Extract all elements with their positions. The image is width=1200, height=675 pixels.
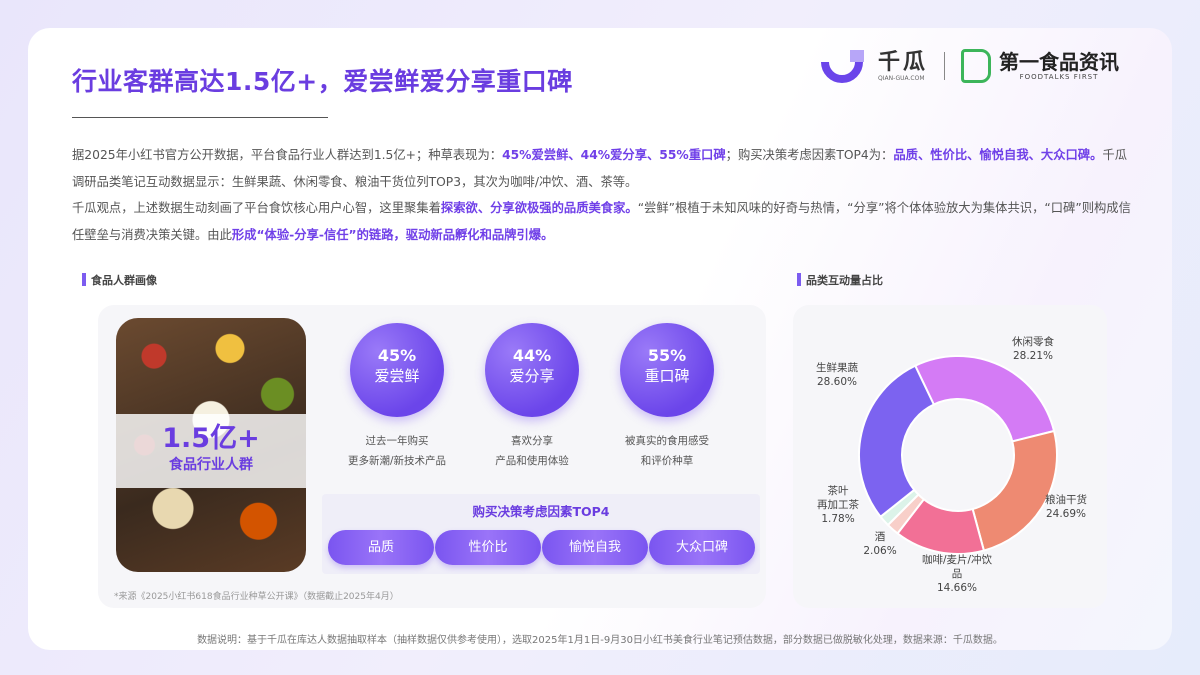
desc-line: 更多新潮/新技术产品 (347, 455, 447, 467)
desc-line: 过去一年购买 (365, 435, 429, 447)
slice-label: 酒 2.06% (840, 530, 920, 558)
slice-label-line: 28.21% (1012, 350, 1054, 362)
slice-label: 茶叶再加工茶 1.78% (798, 484, 878, 526)
donut-chart (858, 355, 1058, 555)
desc-line: 产品和使用体验 (495, 455, 569, 467)
slice-label-line: 茶叶 (827, 485, 849, 497)
highlight-text: 形成“体验-分享-信任”的链路，驱动新品孵化和品牌引爆。 (231, 227, 554, 242)
stat-description: 喜欢分享产品和使用体验 (457, 431, 607, 471)
highlight-text: 探索欲、分享欲极强的品质美食家。 (440, 201, 638, 215)
source-note: *来源《2025小红书618食品行业种草公开课》（数据截止2025年4月） (114, 592, 399, 602)
slice-label-line: 咖啡/麦片/冲饮品 (921, 554, 993, 580)
footer-note: 数据说明：基于千瓜在库达人数据抽取样本（抽样数据仅供参考使用），选取2025年1… (197, 635, 1003, 646)
photo-overlay: 1.5亿+ 食品行业人群 (116, 414, 306, 488)
slice-label-line: 粮油干货 (1045, 494, 1087, 506)
slice-label-line: 14.66% (936, 582, 978, 594)
donut-slice (913, 355, 1056, 443)
stat-pct: 55% (647, 346, 687, 365)
total-users-value: 1.5亿+ (162, 423, 260, 454)
page-title: 行业客群高达1.5亿+，爱尝鲜爱分享重口碑 (72, 67, 573, 96)
section-title-portrait: 食品人群画像 (82, 272, 157, 288)
foodtalks-logo-icon (961, 49, 992, 83)
total-users-label: 食品行业人群 (169, 457, 253, 473)
factor-pill-quality: 品质 (328, 530, 434, 565)
factor-pill-value: 性价比 (435, 530, 541, 565)
slice-label: 生鲜果蔬 28.60% (797, 361, 877, 389)
highlight-text: 45%爱尝鲜、44%爱分享、55%重口碑 (502, 148, 726, 162)
highlight-text: 品质、性价比、愉悦自我、大众口碑。 (893, 148, 1103, 162)
logo-divider (944, 52, 946, 80)
factor-pill-self: 愉悦自我 (542, 530, 648, 565)
slice-label-line: 2.06% (863, 545, 897, 557)
foodtalks-logo-tagline: FOODTALKS FIRST (1019, 73, 1099, 81)
stat-pct: 44% (512, 346, 552, 365)
body-text: 千瓜调研品类笔记互动数据显示：生鲜果蔬、休闲零食、粮油干货位列TOP3，其次为咖… (72, 148, 1128, 189)
factor-pill-word-of-mouth: 大众口碑 (649, 530, 755, 565)
qiangua-logo-icon (821, 50, 864, 83)
slice-label-line: 1.78% (821, 513, 855, 525)
intro-paragraph-1: 据2025年小红书官方公开数据，平台食品行业人群达到1.5亿+；种草表现为：45… (72, 142, 1132, 195)
slice-label-line: 生鲜果蔬 (816, 362, 858, 374)
slice-label-line: 酒 (874, 531, 886, 543)
slice-label-line: 24.69% (1045, 508, 1087, 520)
top4-box: 购买决策考虑因素TOP4 品质 性价比 愉悦自我 大众口碑 (322, 494, 760, 574)
slice-label-line: 28.60% (816, 376, 858, 388)
body-text: ；购买决策考虑因素TOP4为： (725, 148, 894, 162)
slice-label-line: 休闲零食 (1012, 336, 1054, 348)
body-text: “尝鲜”根植于未知风味的好奇与热情，“分享”将个体体验放大为集体共识，“口碑”则… (72, 201, 1131, 242)
desc-line: 被真实的食用感受 (625, 435, 709, 447)
slice-label: 咖啡/麦片/冲饮品 14.66% (917, 553, 997, 595)
qiangua-logo-name: 千瓜 (878, 49, 929, 75)
body-text: 据2025年小红书官方公开数据，平台食品行业人群达到1.5亿+；种草表现为： (72, 148, 503, 162)
donut-slice (858, 364, 936, 519)
stat-label: 爱分享 (509, 367, 555, 385)
stat-description: 被真实的食用感受 和评价种草 (592, 431, 742, 471)
stat-circle-reputation: 55% 重口碑 (620, 323, 714, 417)
top4-title: 购买决策考虑因素TOP4 (472, 504, 610, 519)
slice-label: 休闲零食 28.21% (993, 335, 1073, 363)
stat-label: 爱尝鲜 (374, 367, 420, 385)
donut-slice (971, 429, 1058, 552)
stat-circle-try-new: 45% 爱尝鲜 (350, 323, 444, 417)
foodtalks-logo-name: 第一食品资讯 (999, 50, 1120, 74)
slice-label-line: 再加工茶 (817, 499, 859, 511)
intro-text: 据2025年小红书官方公开数据，平台食品行业人群达到1.5亿+；种草表现为：45… (72, 142, 1132, 248)
body-text: 千瓜观点，上述数据生动刻画了平台食饮核心用户心智，这里聚集着 (72, 201, 441, 215)
desc-line: 和评价种草 (640, 455, 694, 467)
stat-pct: 45% (377, 346, 417, 365)
logo-bar: 千瓜 QIAN-GUA.COM 第一食品资讯 FOODTALKS FIRST (820, 48, 1119, 84)
food-photo: 1.5亿+ 食品行业人群 (116, 318, 306, 572)
title-underline (72, 117, 328, 118)
slice-label: 粮油干货 24.69% (1026, 493, 1106, 521)
section-title-chart: 品类互动量占比 (797, 272, 883, 288)
intro-paragraph-2: 千瓜观点，上述数据生动刻画了平台食饮核心用户心智，这里聚集着探索欲、分享欲极强的… (72, 195, 1132, 248)
desc-line: 喜欢分享 (511, 435, 553, 447)
stat-description: 过去一年购买更多新潮/新技术产品 (322, 431, 472, 471)
stat-circle-share: 44% 爱分享 (485, 323, 579, 417)
qiangua-logo-domain: QIAN-GUA.COM (878, 74, 925, 82)
stat-label: 重口碑 (644, 367, 690, 385)
